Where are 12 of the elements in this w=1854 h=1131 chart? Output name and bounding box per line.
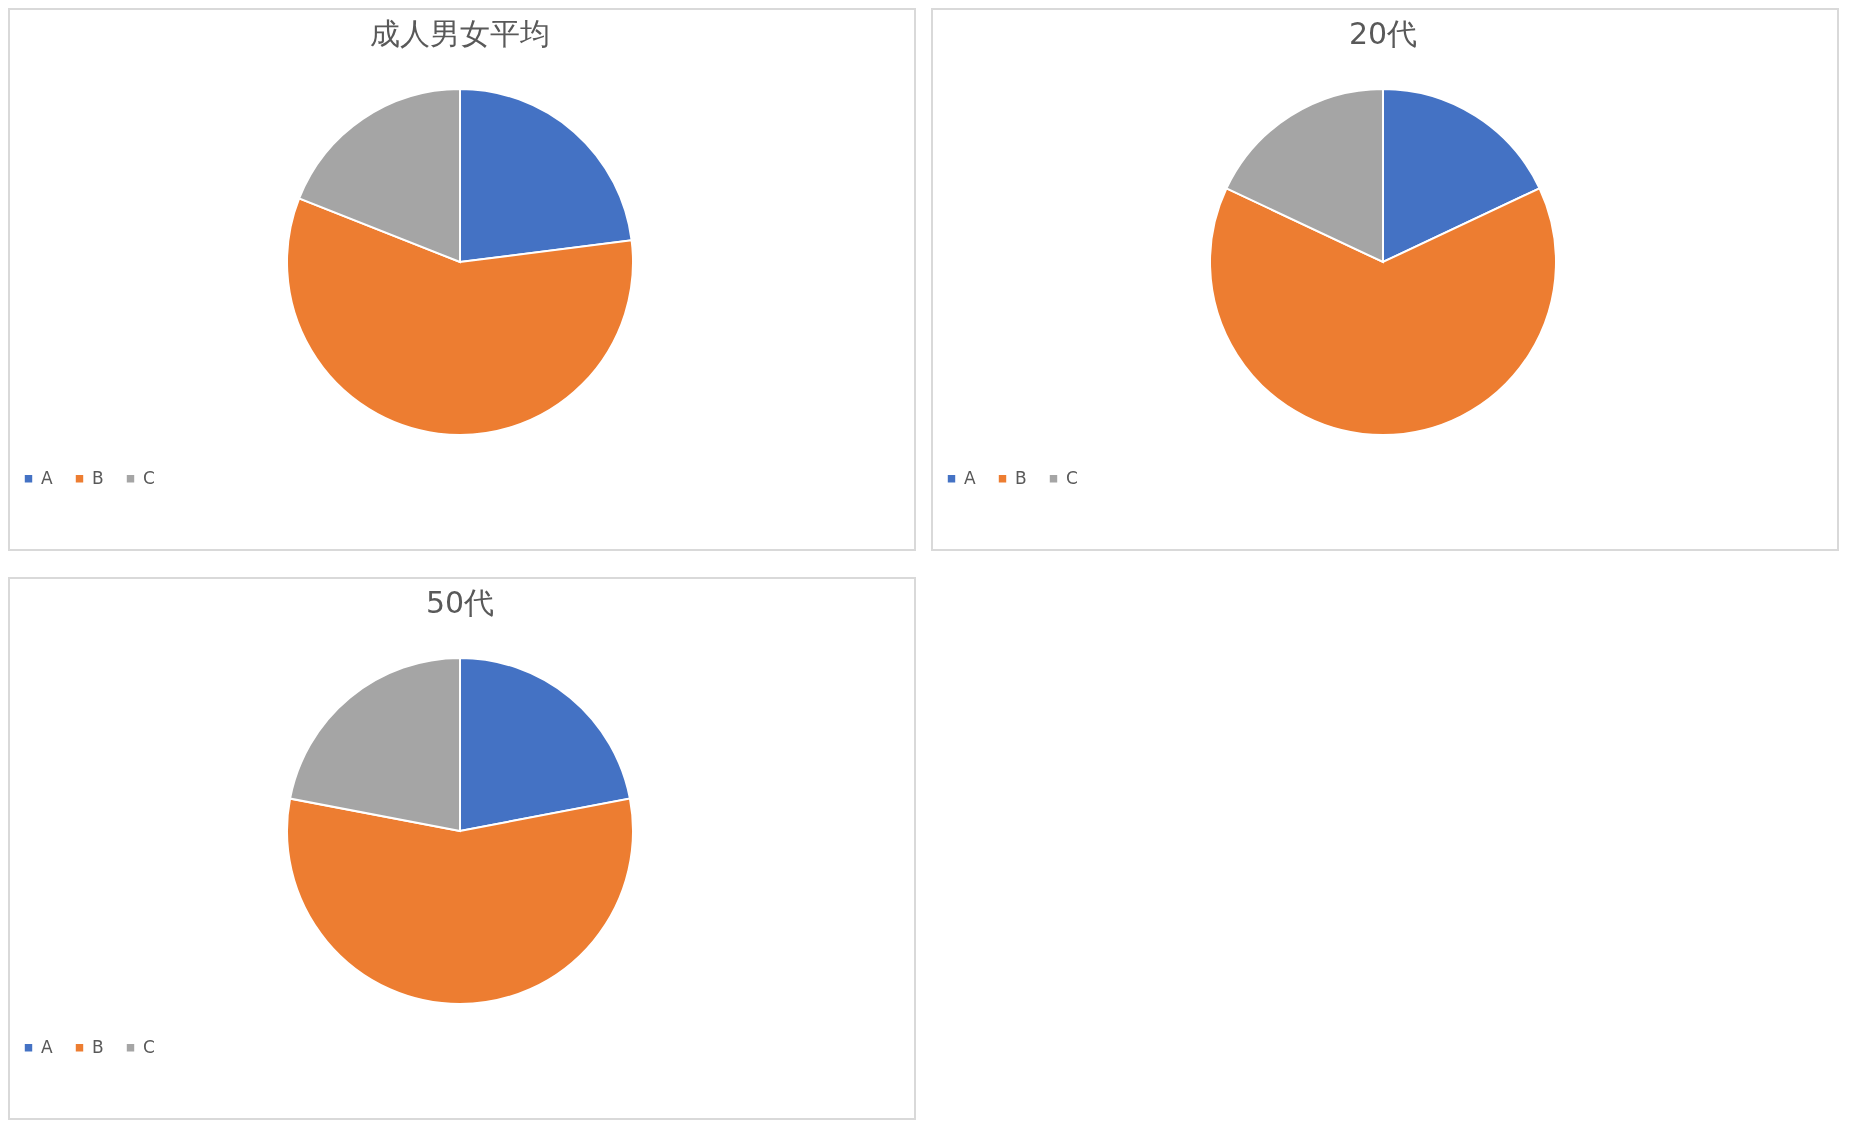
legend-label: A <box>964 467 976 488</box>
legend-label: C <box>143 1036 155 1057</box>
legend-label: A <box>41 1036 53 1057</box>
legend-label: B <box>92 1036 104 1057</box>
legend-label: C <box>143 467 155 488</box>
chart-title: 成人男女平均 <box>370 16 550 51</box>
legend-label: B <box>1015 467 1027 488</box>
legend-label: A <box>41 467 53 488</box>
chart-title: 50代 <box>425 585 495 620</box>
legend-label: C <box>1066 467 1078 488</box>
chart-title: 20代 <box>1348 16 1418 51</box>
legend-label: B <box>92 467 104 488</box>
